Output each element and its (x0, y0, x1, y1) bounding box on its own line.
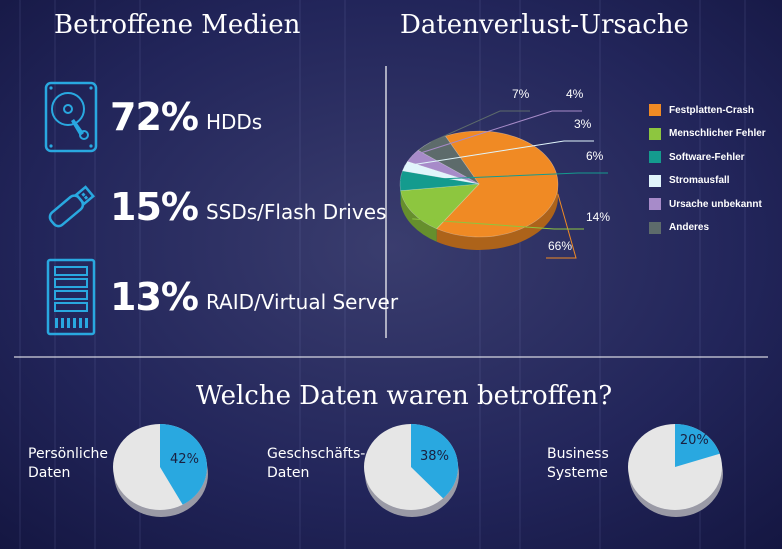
raid-label: RAID/Virtual Server (205, 290, 399, 314)
pie-side-festplatten-crash (436, 184, 558, 250)
hdd-label: HDDs (205, 110, 263, 134)
pie-value-label: 42% (170, 452, 199, 468)
pie-caption-line: Systeme (547, 465, 608, 481)
legend-label: Stromausfall (669, 175, 730, 186)
legend-swatch (649, 127, 661, 140)
slice-label-anderes: 7% (512, 87, 530, 101)
left-panel-title: Betroffene Medien (54, 10, 301, 40)
legend-item-software-fehler: Software-Fehler (649, 151, 745, 163)
leader-line-festplatten-crash (546, 193, 577, 259)
slice-label-software-fehler: 6% (586, 149, 604, 163)
legend-swatch (649, 174, 661, 187)
slice-label-festplatten-crash: 66% (548, 239, 573, 253)
cause-chart-title: Datenverlust-Ursache (400, 10, 689, 40)
usb-drive-icon (40, 166, 102, 248)
legend-swatch (649, 151, 661, 163)
pie-side-menschlicher-fehler (400, 190, 437, 242)
ssd-percent: 15% (110, 185, 199, 229)
legend-swatch (649, 221, 661, 234)
legend-item-festplatten-crash: Festplatten-Crash (649, 104, 754, 116)
pie-caption-line: Geschschäfts- (267, 446, 366, 462)
legend-swatch (649, 104, 661, 116)
pie-caption: Geschschäfts- Daten (267, 445, 365, 483)
legend-label: Anderes (669, 222, 710, 233)
pie-caption: Persönliche Daten (28, 445, 108, 483)
raid-percent: 13% (110, 275, 199, 319)
slice-label-stromausfall: 3% (574, 117, 592, 131)
leader-line-anderes (430, 110, 530, 143)
pie-side-software-fehler (400, 184, 401, 204)
pie-slice-value (675, 424, 720, 467)
bottom-title: Welche Daten waren betroffen? (196, 381, 613, 411)
legend-label: Ursache unbekannt (669, 198, 762, 210)
server-rack-icon (40, 256, 102, 338)
slice-label-menschlicher-fehler: 14% (586, 210, 611, 224)
legend-item-stromausfall: Stromausfall (649, 174, 730, 187)
hard-drive-icon (40, 76, 102, 158)
pie-slice-value (160, 424, 207, 505)
pie-caption-line: Daten (267, 465, 310, 481)
pie-slice-value (411, 424, 458, 499)
legend-label: Software-Fehler (669, 151, 745, 163)
pie-value-label: 20% (679, 432, 709, 448)
media-row-hdd: 72% HDDs (40, 76, 262, 158)
legend-item-ursache-unbekannt: Ursache unbekannt (649, 198, 762, 210)
pie-slice-menschlicher-fehler (400, 183, 480, 230)
leader-line-ursache-unbekannt (412, 110, 582, 157)
hdd-percent: 72% (110, 95, 199, 139)
pie-slice-ursache-unbekannt (407, 149, 480, 185)
slice-label-ursache-unbekannt: 4% (566, 87, 584, 101)
media-row-ssd: 15% SSDs/Flash Drives (40, 166, 386, 248)
pie-caption-line: Daten (28, 465, 71, 481)
pie-caption-line: Business (547, 446, 609, 462)
ssd-label: SSDs/Flash Drives (205, 200, 387, 224)
legend-label: Festplatten-Crash (669, 104, 755, 116)
leader-line-stromausfall (404, 140, 594, 167)
media-row-raid: 13% RAID/Virtual Server (40, 256, 398, 338)
legend-label: Menschlicher Fehler (669, 128, 766, 139)
legend-swatch (649, 198, 661, 210)
pie-caption-line: Persönliche (28, 446, 109, 462)
legend-item-anderes: Anderes (649, 221, 710, 234)
pie-caption: Business Systeme (547, 445, 609, 483)
legend-item-menschlicher-fehler: Menschlicher Fehler (649, 127, 766, 140)
leader-line-menschlicher-fehler (412, 218, 584, 230)
pie-value-label: 38% (420, 449, 449, 465)
leader-line-software-fehler (400, 172, 608, 182)
